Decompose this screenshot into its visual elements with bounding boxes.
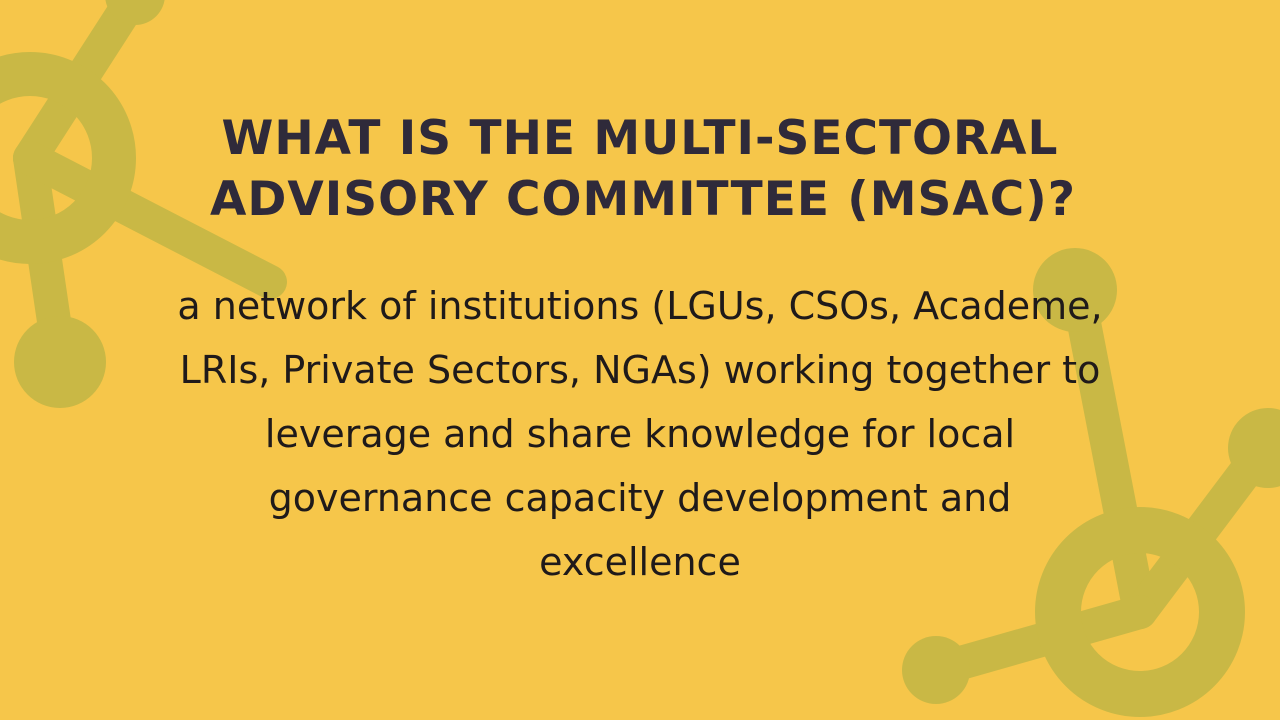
definition-line: LRIs, Private Sectors, NGAs) working tog… — [179, 348, 1101, 392]
definition-line: a network of institutions (LGUs, CSOs, A… — [177, 284, 1103, 328]
definition-line: governance capacity development and — [268, 476, 1012, 520]
definition-line: excellence — [539, 540, 741, 584]
page-title: WHAT IS THE MULTI-SECTORAL ADVISORY COMM… — [0, 108, 1280, 230]
title-line: WHAT IS THE MULTI-SECTORAL — [221, 111, 1059, 166]
definition-text: a network of institutions (LGUs, CSOs, A… — [0, 274, 1280, 594]
title-line: ADVISORY COMMITTEE (MSAC)? — [209, 172, 1077, 227]
definition-line: leverage and share knowledge for local — [264, 412, 1016, 456]
